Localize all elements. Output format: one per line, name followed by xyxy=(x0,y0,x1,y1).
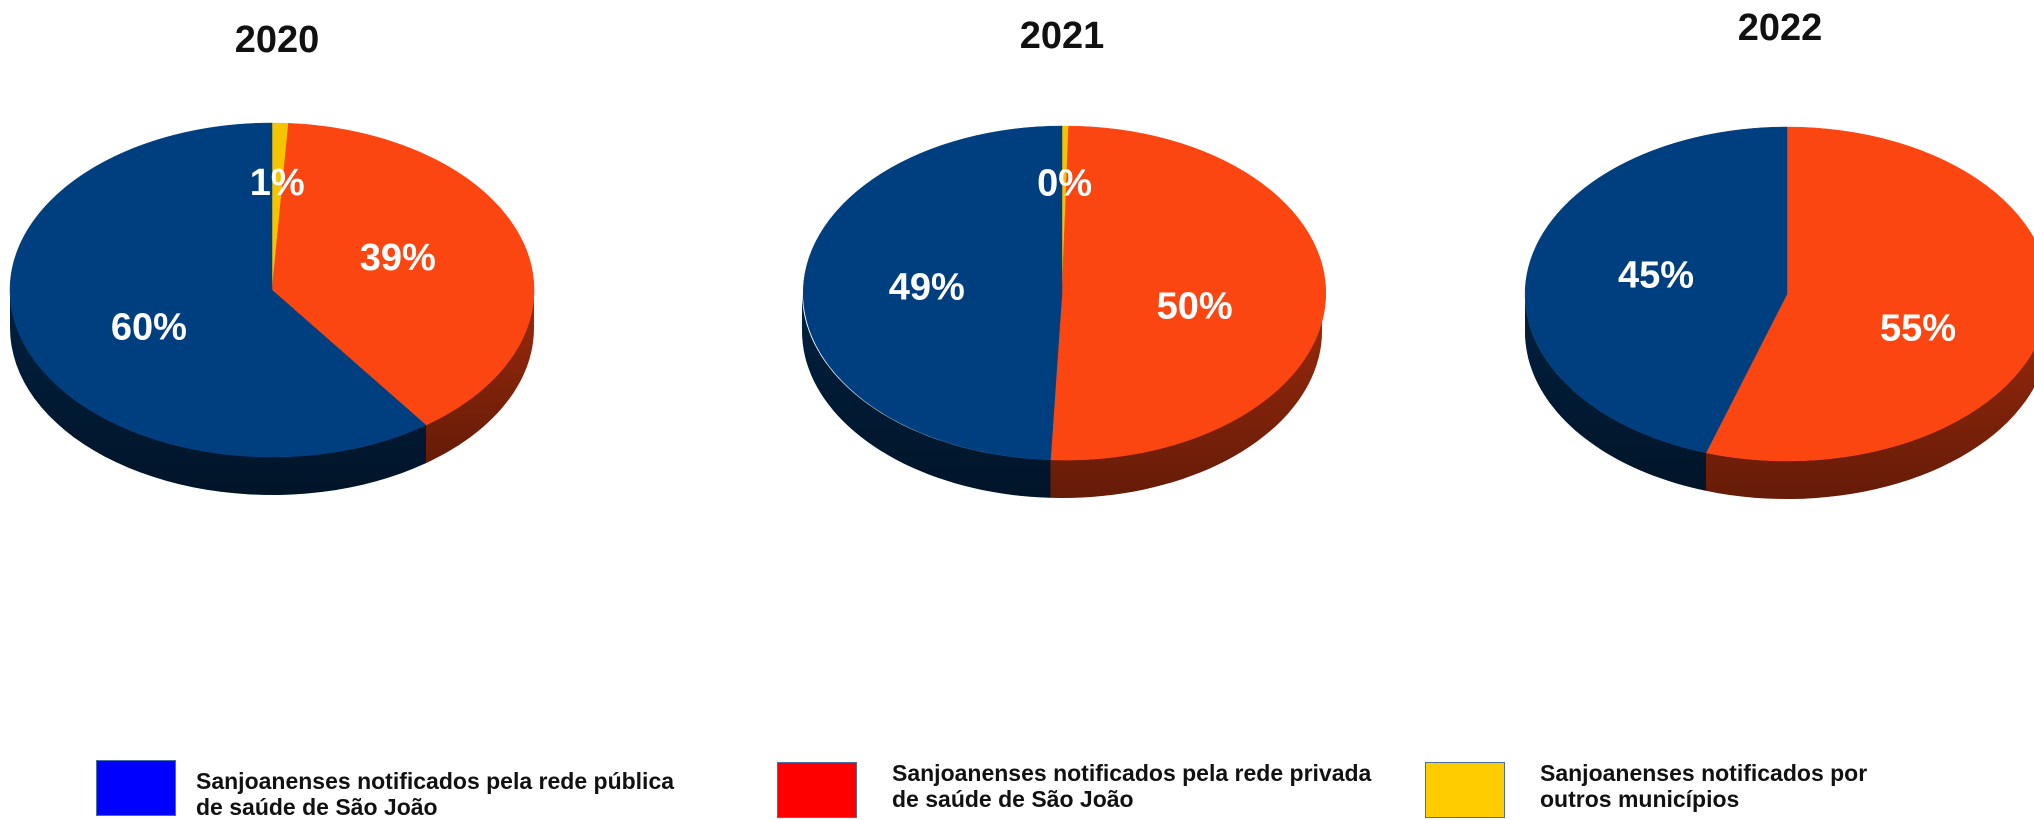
chart-title: 2021 xyxy=(1020,15,1105,57)
pie-slice-1 xyxy=(1050,125,1327,461)
chart-title: 2020 xyxy=(235,19,320,61)
data-label: 55% xyxy=(1880,308,1956,350)
chart-title: 2022 xyxy=(1738,7,1823,49)
legend-label-public: Sanjoanenses notificados pela rede públi… xyxy=(196,768,675,820)
data-label: 49% xyxy=(889,267,965,309)
legend-swatch-other xyxy=(1425,762,1505,818)
pie-slice-0 xyxy=(9,122,427,458)
pie-side-shade-0 xyxy=(802,293,1051,498)
pie-side-shade-1 xyxy=(1706,349,2034,499)
pie-slice-0 xyxy=(802,125,1063,461)
pie-2021: 2021 49% 50% 0% xyxy=(802,15,1327,498)
pie-side-shade-0 xyxy=(1525,294,1706,491)
data-label: 45% xyxy=(1618,254,1694,296)
pie-side-shade-0 xyxy=(10,290,426,495)
pie-slice-1 xyxy=(1705,126,2034,462)
pie-slice-0 xyxy=(1524,126,1788,454)
data-label: 1% xyxy=(250,162,305,204)
data-label: 50% xyxy=(1157,285,1233,327)
legend-label-other: Sanjoanenses notificados por outros muni… xyxy=(1540,760,1868,812)
pie-2022: 2022 45% 55% xyxy=(1524,7,2034,499)
legend-swatch-public xyxy=(96,760,176,816)
pie-2020: 2020 60% 39% 1% xyxy=(9,19,535,495)
data-label: 0% xyxy=(1037,162,1092,204)
legend-label-private: Sanjoanenses notificados pela rede priva… xyxy=(892,760,1372,812)
pie-slice-1 xyxy=(271,123,535,426)
data-label: 39% xyxy=(360,237,436,279)
pie-side-shade-1 xyxy=(426,290,534,464)
legend-swatch-private xyxy=(777,762,857,818)
data-label: 60% xyxy=(111,306,187,348)
